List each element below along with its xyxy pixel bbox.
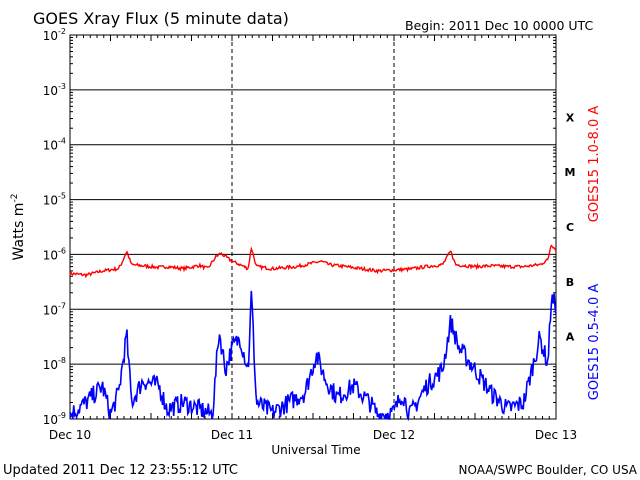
y-axis-label: Watts m-2: [10, 194, 27, 261]
series-line-short: [69, 290, 557, 422]
x-axis-label: Universal Time: [271, 443, 360, 457]
series-label: GOES15 1.0-8.0 A: [587, 106, 602, 223]
series-label-text: GOES15 1.0-8.0 A: [587, 106, 602, 223]
x-tick-label: Dec 10: [49, 428, 91, 442]
y-tick-label: 10-4: [43, 137, 66, 153]
series-labels: GOES15 1.0-8.0 A GOES15 0.5-4.0 A: [587, 106, 602, 401]
flare-class-label: X: [566, 111, 575, 124]
y-tick-label: 10-5: [43, 192, 66, 208]
y-tick-label: 10-6: [43, 246, 66, 262]
plot-frame: [69, 34, 557, 420]
flare-class-label: B: [566, 276, 574, 289]
y-tick-label: 10-7: [43, 301, 66, 317]
y-axis-label-exp: -2: [10, 194, 20, 203]
x-tick-label: Dec 12: [373, 428, 415, 442]
x-tick-label: Dec 13: [535, 428, 577, 442]
svg-text:Watts m-2: Watts m-2: [10, 194, 27, 261]
credit-label: NOAA/SWPC Boulder, CO USA: [459, 463, 638, 477]
flare-class-label: M: [565, 166, 576, 179]
y-axis-label-base: Watts m: [11, 203, 27, 261]
series-line-long: [69, 244, 557, 279]
series-label-text: GOES15 0.5-4.0 A: [587, 284, 602, 401]
y-tick-label: 10-9: [43, 411, 66, 427]
y-tick-label: 10-8: [43, 356, 66, 372]
updated-timestamp: Updated 2011 Dec 12 23:55:12 UTC: [3, 463, 238, 478]
flare-class-label: C: [566, 221, 574, 234]
plot-area: 10-9 10-8 10-7 10-6 10-5 10-4 10-3 10-2 Dec 10 De…: [43, 27, 577, 442]
series-label: GOES15 0.5-4.0 A: [587, 284, 602, 401]
y-tick-label: 10-2: [43, 27, 66, 43]
chart-title: GOES Xray Flux (5 minute data): [33, 9, 289, 28]
flare-class-label: A: [566, 331, 575, 344]
begin-label: Begin: 2011 Dec 10 0000 UTC: [405, 18, 593, 33]
x-tick-label: Dec 11: [211, 428, 253, 442]
y-tick-label: 10-3: [43, 82, 66, 98]
